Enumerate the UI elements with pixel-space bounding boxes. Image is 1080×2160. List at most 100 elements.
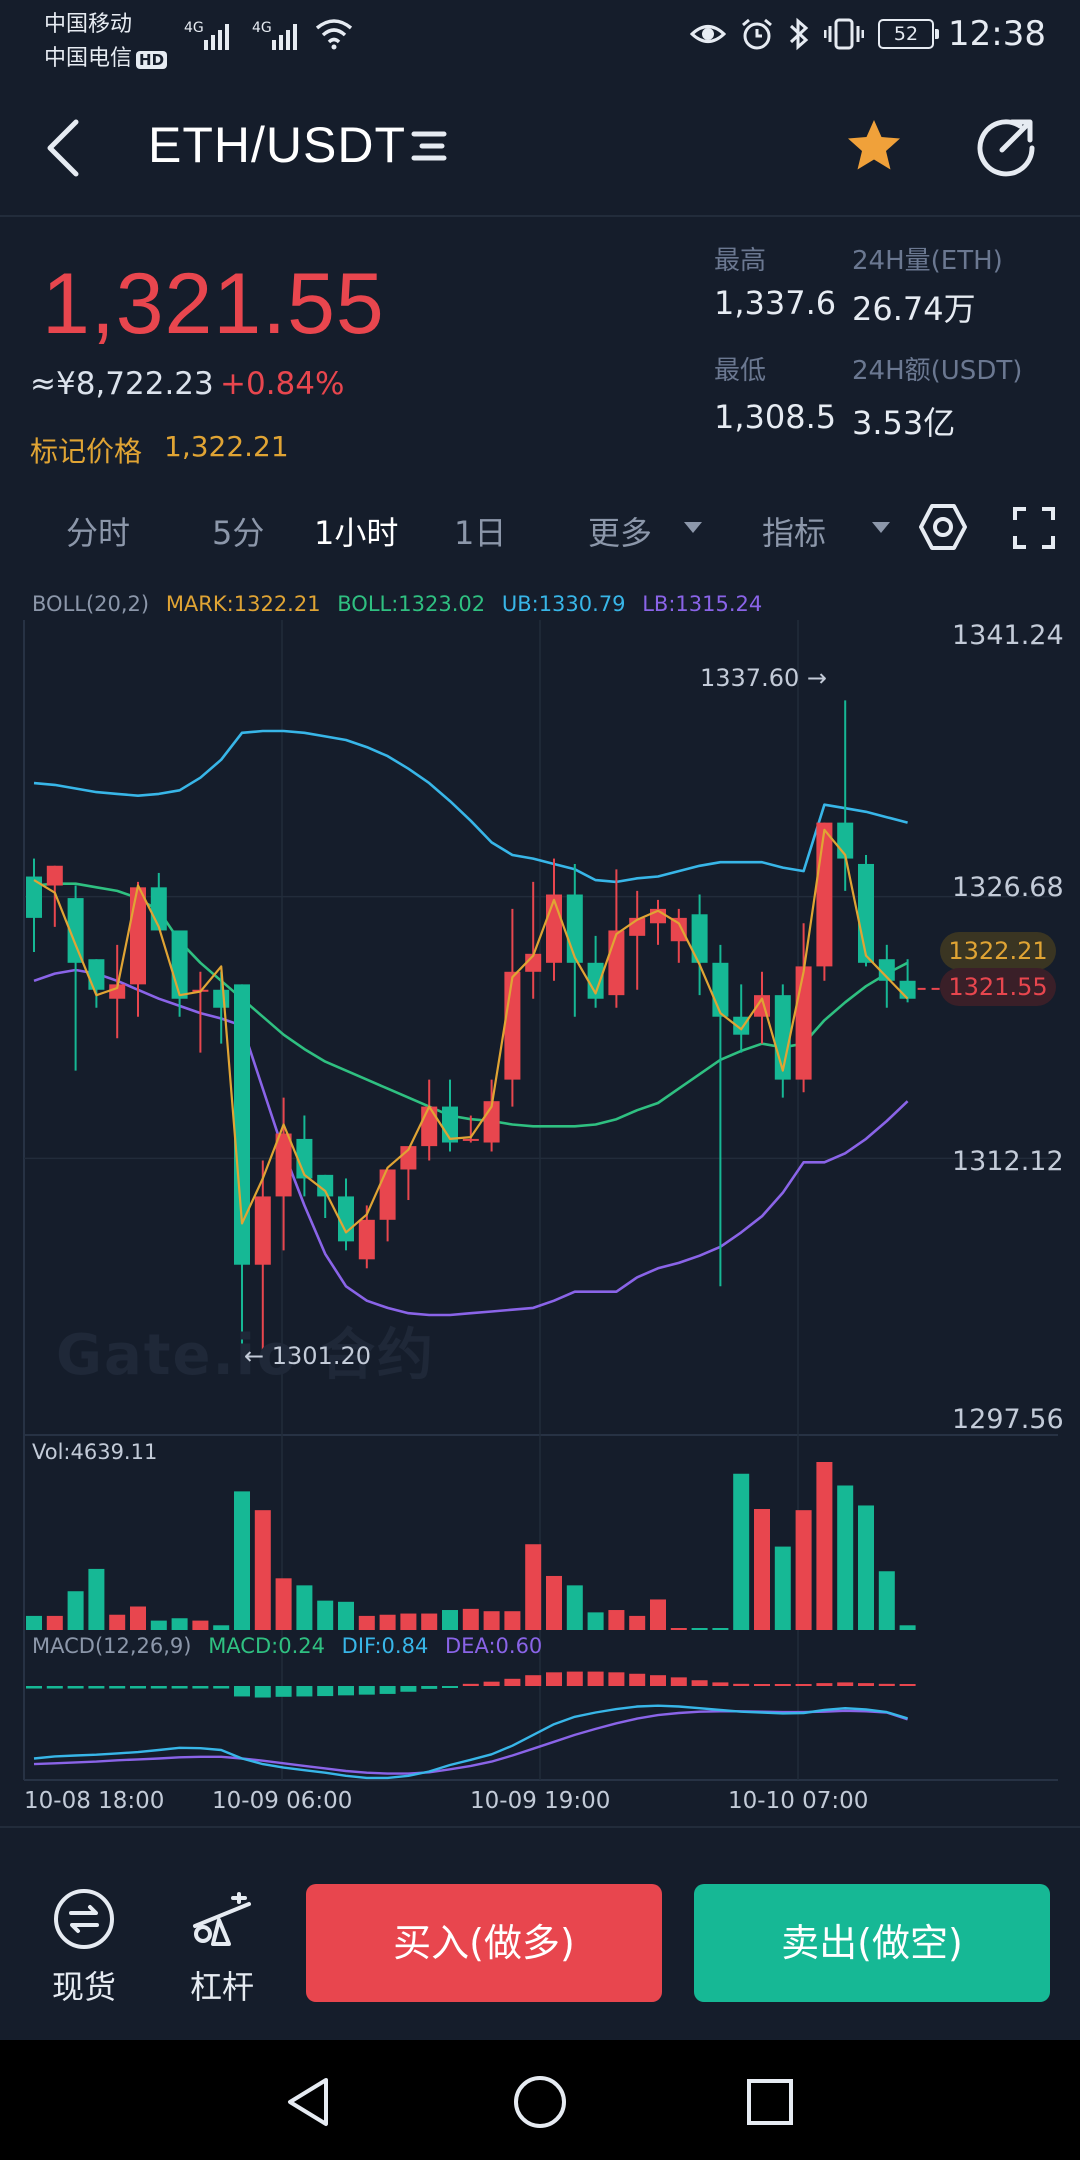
- settings-icon[interactable]: [918, 502, 968, 552]
- macd-histogram-bar: [171, 1686, 188, 1689]
- macd-histogram-bar: [462, 1683, 479, 1686]
- volume-bar: [379, 1614, 396, 1630]
- sell-short-button[interactable]: 卖出(做空): [694, 1884, 1050, 2002]
- share-icon[interactable]: [974, 114, 1038, 178]
- macd-histogram-bar: [566, 1671, 583, 1686]
- tab-time-share[interactable]: 分时: [66, 514, 131, 552]
- tab-more[interactable]: 更多: [588, 514, 653, 552]
- pair-menu-icon[interactable]: [408, 124, 452, 168]
- divider: [0, 1826, 1080, 1828]
- candle-body: [712, 962, 729, 1017]
- x-axis-tick: 10-10 07:00: [728, 1788, 869, 1814]
- y-axis-tick: 1297.56: [952, 1404, 1064, 1435]
- y-axis-tick: 1312.12: [952, 1146, 1064, 1177]
- volume-bar: [171, 1618, 188, 1630]
- buy-long-button[interactable]: 买入(做多): [306, 1884, 662, 2002]
- macd-histogram-bar: [733, 1683, 750, 1686]
- candle-body: [379, 1169, 396, 1220]
- tab-indicators[interactable]: 指标: [762, 514, 827, 552]
- candle-body: [150, 887, 167, 931]
- candle-body: [858, 863, 874, 963]
- chevron-down-icon[interactable]: [684, 522, 702, 533]
- macd-histogram-bar: [358, 1686, 375, 1695]
- candle-body: [254, 1196, 271, 1265]
- status-right: 52 12:38: [690, 14, 1046, 54]
- boll-legend: BOLL(20,2) MARK:1322.21 BOLL:1323.02 UB:…: [32, 592, 772, 616]
- macd-histogram-bar: [296, 1686, 313, 1697]
- macd-histogram-bar: [421, 1686, 438, 1689]
- candle-body: [46, 865, 63, 886]
- amount-24h-value: 3.53亿: [852, 404, 956, 442]
- volume-24h-label: 24H量(ETH): [852, 246, 1003, 276]
- volume-bar: [275, 1578, 292, 1630]
- signal-icon: 4G: [252, 20, 297, 50]
- candle-body: [566, 894, 583, 963]
- volume-bar: [109, 1614, 126, 1630]
- volume-bar: [296, 1585, 313, 1630]
- price-cny: ≈¥8,722.23: [30, 366, 214, 402]
- macd-histogram-bar: [629, 1673, 646, 1686]
- nav-recents-icon[interactable]: [746, 2078, 794, 2126]
- macd-histogram-bar: [878, 1683, 895, 1686]
- pair-title[interactable]: ETH/USDT: [148, 117, 406, 173]
- macd-histogram-bar: [587, 1671, 604, 1686]
- volume-bar: [462, 1608, 479, 1630]
- volume-bar: [338, 1601, 354, 1630]
- leverage-button[interactable]: 杠杆: [178, 1886, 266, 2026]
- macd-histogram-bar: [379, 1686, 396, 1694]
- candle-body: [171, 930, 188, 999]
- volume-bar: [795, 1510, 812, 1630]
- macd-dea-line: [33, 1709, 908, 1775]
- candle-body: [608, 930, 625, 996]
- mark-price-value: 1,322.21: [164, 430, 289, 463]
- macd-histogram-bar: [712, 1682, 729, 1686]
- back-arrow-icon[interactable]: [40, 110, 90, 186]
- alarm-icon: [742, 18, 772, 50]
- candle-body: [88, 959, 105, 990]
- low-value: 1,308.5: [714, 398, 837, 436]
- volume-bar: [46, 1615, 63, 1630]
- volume-label: Vol:4639.11: [32, 1440, 158, 1464]
- volume-24h-value: 26.74万: [852, 290, 976, 328]
- favorite-star-icon[interactable]: [844, 116, 904, 176]
- macd-histogram-bar: [109, 1686, 126, 1689]
- volume-bar: [712, 1628, 729, 1630]
- spot-button[interactable]: 现货: [40, 1886, 128, 2026]
- y-axis-tick: 1341.24: [952, 620, 1064, 651]
- macd-histogram-bar: [213, 1686, 230, 1689]
- macd-histogram-bar: [400, 1686, 417, 1692]
- candlestick-chart[interactable]: [0, 615, 1080, 1830]
- macd-value: MACD:0.24: [208, 1634, 325, 1658]
- tab-1hour[interactable]: 1小时: [314, 514, 399, 552]
- macd-histogram-bar: [88, 1686, 105, 1689]
- macd-histogram-bar: [691, 1680, 708, 1686]
- chevron-down-icon[interactable]: [872, 522, 890, 533]
- hd-badge: HD: [136, 51, 168, 69]
- volume-bar: [525, 1544, 542, 1630]
- boll-mid: BOLL:1323.02: [337, 592, 486, 616]
- macd-histogram-bar: [858, 1683, 874, 1686]
- candle-body: [109, 984, 126, 999]
- candle-body: [296, 1138, 313, 1179]
- fullscreen-icon[interactable]: [1012, 506, 1056, 550]
- clock: 12:38: [948, 14, 1046, 54]
- y-axis-tick: 1326.68: [952, 872, 1064, 903]
- tab-5min[interactable]: 5分: [212, 514, 265, 552]
- volume-bar: [566, 1585, 583, 1630]
- volume-bar: [192, 1620, 209, 1630]
- boll-lb: LB:1315.24: [642, 592, 763, 616]
- boll-name: BOLL(20,2): [32, 592, 150, 616]
- status-bar: 中国移动 中国电信 HD 4G 4G 52 12:38: [0, 0, 1080, 71]
- svg-text:4G: 4G: [184, 20, 204, 36]
- macd-histogram-bar: [254, 1686, 271, 1698]
- high-marker: 1337.60 →: [700, 664, 827, 692]
- svg-text:4G: 4G: [252, 20, 272, 36]
- volume-bar: [504, 1611, 521, 1630]
- volume-bar: [650, 1599, 666, 1630]
- nav-home-icon[interactable]: [512, 2074, 568, 2130]
- nav-back-icon[interactable]: [282, 2074, 334, 2130]
- tab-1day[interactable]: 1日: [454, 514, 507, 552]
- macd-histogram-bar: [234, 1686, 250, 1697]
- volume-bar: [629, 1615, 646, 1630]
- volume-bar: [317, 1600, 334, 1630]
